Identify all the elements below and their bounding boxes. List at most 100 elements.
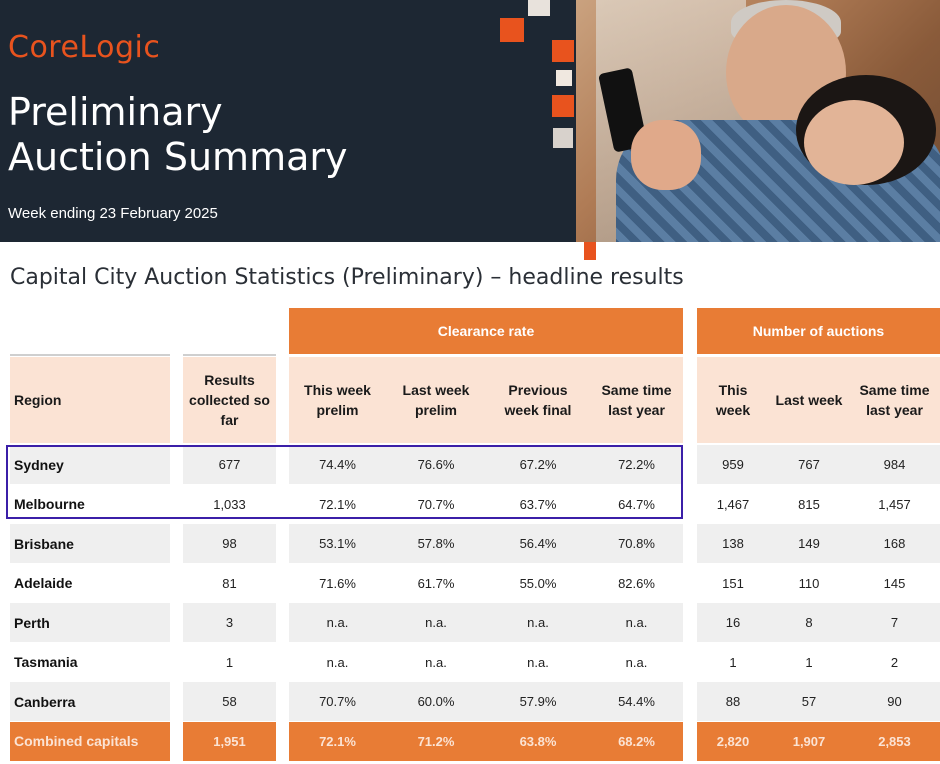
row-band [289, 445, 683, 484]
row-band [697, 642, 940, 682]
col-header-auctions-this-week: This week [715, 382, 751, 418]
header-bg-clearance [289, 357, 683, 443]
cell-at: 138 [722, 536, 744, 551]
cell-at: 2,820 [716, 733, 750, 749]
cell-pw: 63.8% [519, 733, 557, 749]
cell-at: 1,467 [716, 496, 750, 512]
cell-as: 145 [883, 575, 906, 591]
cell-lw: 71.2% [417, 733, 455, 749]
cell-tw: 53.1% [319, 536, 356, 551]
cell-as: 984 [883, 457, 906, 472]
row-band [289, 682, 683, 721]
row-band [289, 642, 683, 682]
table-row-total: Combined capitals 1,951 72.1% 71.2% 63.8% 68.… [10, 721, 940, 761]
row-band [10, 721, 170, 761]
cell-st: n.a. [625, 654, 648, 670]
cell-pw: n.a. [527, 654, 549, 670]
cell-region: Adelaide [14, 575, 73, 591]
table-row: Tasmania 1 n.a. n.a. n.a. n.a. 1 1 2 [10, 642, 940, 682]
row-band [289, 563, 683, 603]
cell-lw: 70.7% [417, 496, 455, 512]
cell-region: Brisbane [14, 535, 74, 552]
cell-pw: 56.4% [519, 536, 557, 551]
row-band [183, 642, 276, 682]
cell-results: 677 [218, 457, 241, 472]
decor-square [552, 40, 574, 62]
cell-st: n.a. [625, 615, 648, 630]
header-bg-results [183, 357, 276, 443]
row-band [183, 524, 276, 563]
row-band [183, 682, 276, 721]
col-header-this-week-prelim: This week prelim [304, 382, 371, 418]
cell-results: 1 [225, 654, 234, 670]
cell-al: 149 [798, 536, 820, 551]
table-row: Brisbane 98 53.1% 57.8% 56.4% 70.8% 138 149 168 [10, 524, 940, 563]
cell-lw: n.a. [425, 615, 447, 630]
table-title: Capital City Auction Statistics (Prelimi… [10, 265, 684, 290]
row-band [697, 563, 940, 603]
cell-st: 70.8% [618, 536, 655, 551]
cell-results: 58 [222, 694, 237, 709]
cell-tw: n.a. [326, 654, 349, 670]
decor-square [500, 18, 524, 42]
cell-region: Sydney [14, 456, 64, 473]
table-row: Perth 3 n.a. n.a. n.a. n.a. 16 8 7 [10, 603, 940, 642]
row-band [183, 563, 276, 603]
row-band [697, 603, 940, 642]
cell-pw: n.a. [527, 615, 549, 630]
col-header-last-week-prelim: Last week prelim [402, 382, 470, 418]
row-band [289, 524, 683, 563]
cell-tw: n.a. [326, 615, 349, 630]
cell-tw: 72.1% [319, 496, 356, 512]
header-bg-region [10, 357, 170, 443]
cell-al: 1 [805, 654, 813, 670]
cell-at: 959 [722, 457, 744, 472]
cell-results: 98 [222, 536, 237, 551]
cell-as: 1,457 [878, 496, 911, 512]
col-header-results: Results collected so far [189, 372, 270, 428]
cell-pw: 63.7% [519, 496, 557, 512]
cell-tw: 71.6% [319, 575, 356, 591]
number-of-auctions-header: Number of auctions [697, 308, 940, 354]
cell-al: 8 [805, 615, 813, 630]
row-band [183, 445, 276, 484]
row-band [697, 484, 940, 524]
cell-pw: 57.9% [519, 694, 557, 709]
cell-lw: 76.6% [417, 457, 455, 472]
row-band [10, 445, 170, 484]
row-band [10, 682, 170, 721]
page-title-line1: Preliminary [8, 90, 223, 134]
header-banner: CoreLogic Preliminary Auction Summary We… [0, 0, 940, 242]
page-title-line2: Auction Summary [8, 135, 348, 179]
decor-square [528, 0, 550, 16]
cell-as: 90 [887, 694, 902, 709]
row-band [697, 524, 940, 563]
decor-square [584, 242, 596, 260]
cell-al: 767 [798, 457, 820, 472]
row-band [697, 682, 940, 721]
cell-al: 57 [801, 694, 817, 709]
decor-square [556, 70, 572, 86]
cell-tw: 74.4% [319, 457, 356, 472]
cell-at: 88 [725, 694, 741, 709]
row-band [289, 721, 683, 761]
col-header-auctions-last-week: Last week [775, 392, 843, 408]
cell-region: Melbourne [14, 496, 85, 512]
row-band [697, 445, 940, 484]
cell-st: 68.2% [618, 733, 655, 749]
table-row: Canberra 58 70.7% 60.0% 57.9% 54.4% 88 57 90 [10, 682, 940, 721]
cell-region: Perth [14, 614, 50, 631]
cell-at: 16 [725, 615, 741, 630]
col-header-region: Region [14, 392, 62, 408]
row-band [289, 603, 683, 642]
row-band [183, 721, 276, 761]
clearance-rate-header: Clearance rate [289, 308, 683, 354]
divider [10, 354, 170, 356]
table-row: Sydney 677 74.4% 76.6% 67.2% 72.2% 959 767 984 [10, 445, 940, 484]
row-band [10, 642, 170, 682]
cell-lw: n.a. [425, 654, 447, 670]
cell-pw: 67.2% [519, 457, 557, 472]
col-header-auctions-same-time: Same time last year [859, 382, 930, 418]
cell-as: 168 [883, 536, 906, 551]
cell-results: 1,951 [213, 733, 246, 749]
